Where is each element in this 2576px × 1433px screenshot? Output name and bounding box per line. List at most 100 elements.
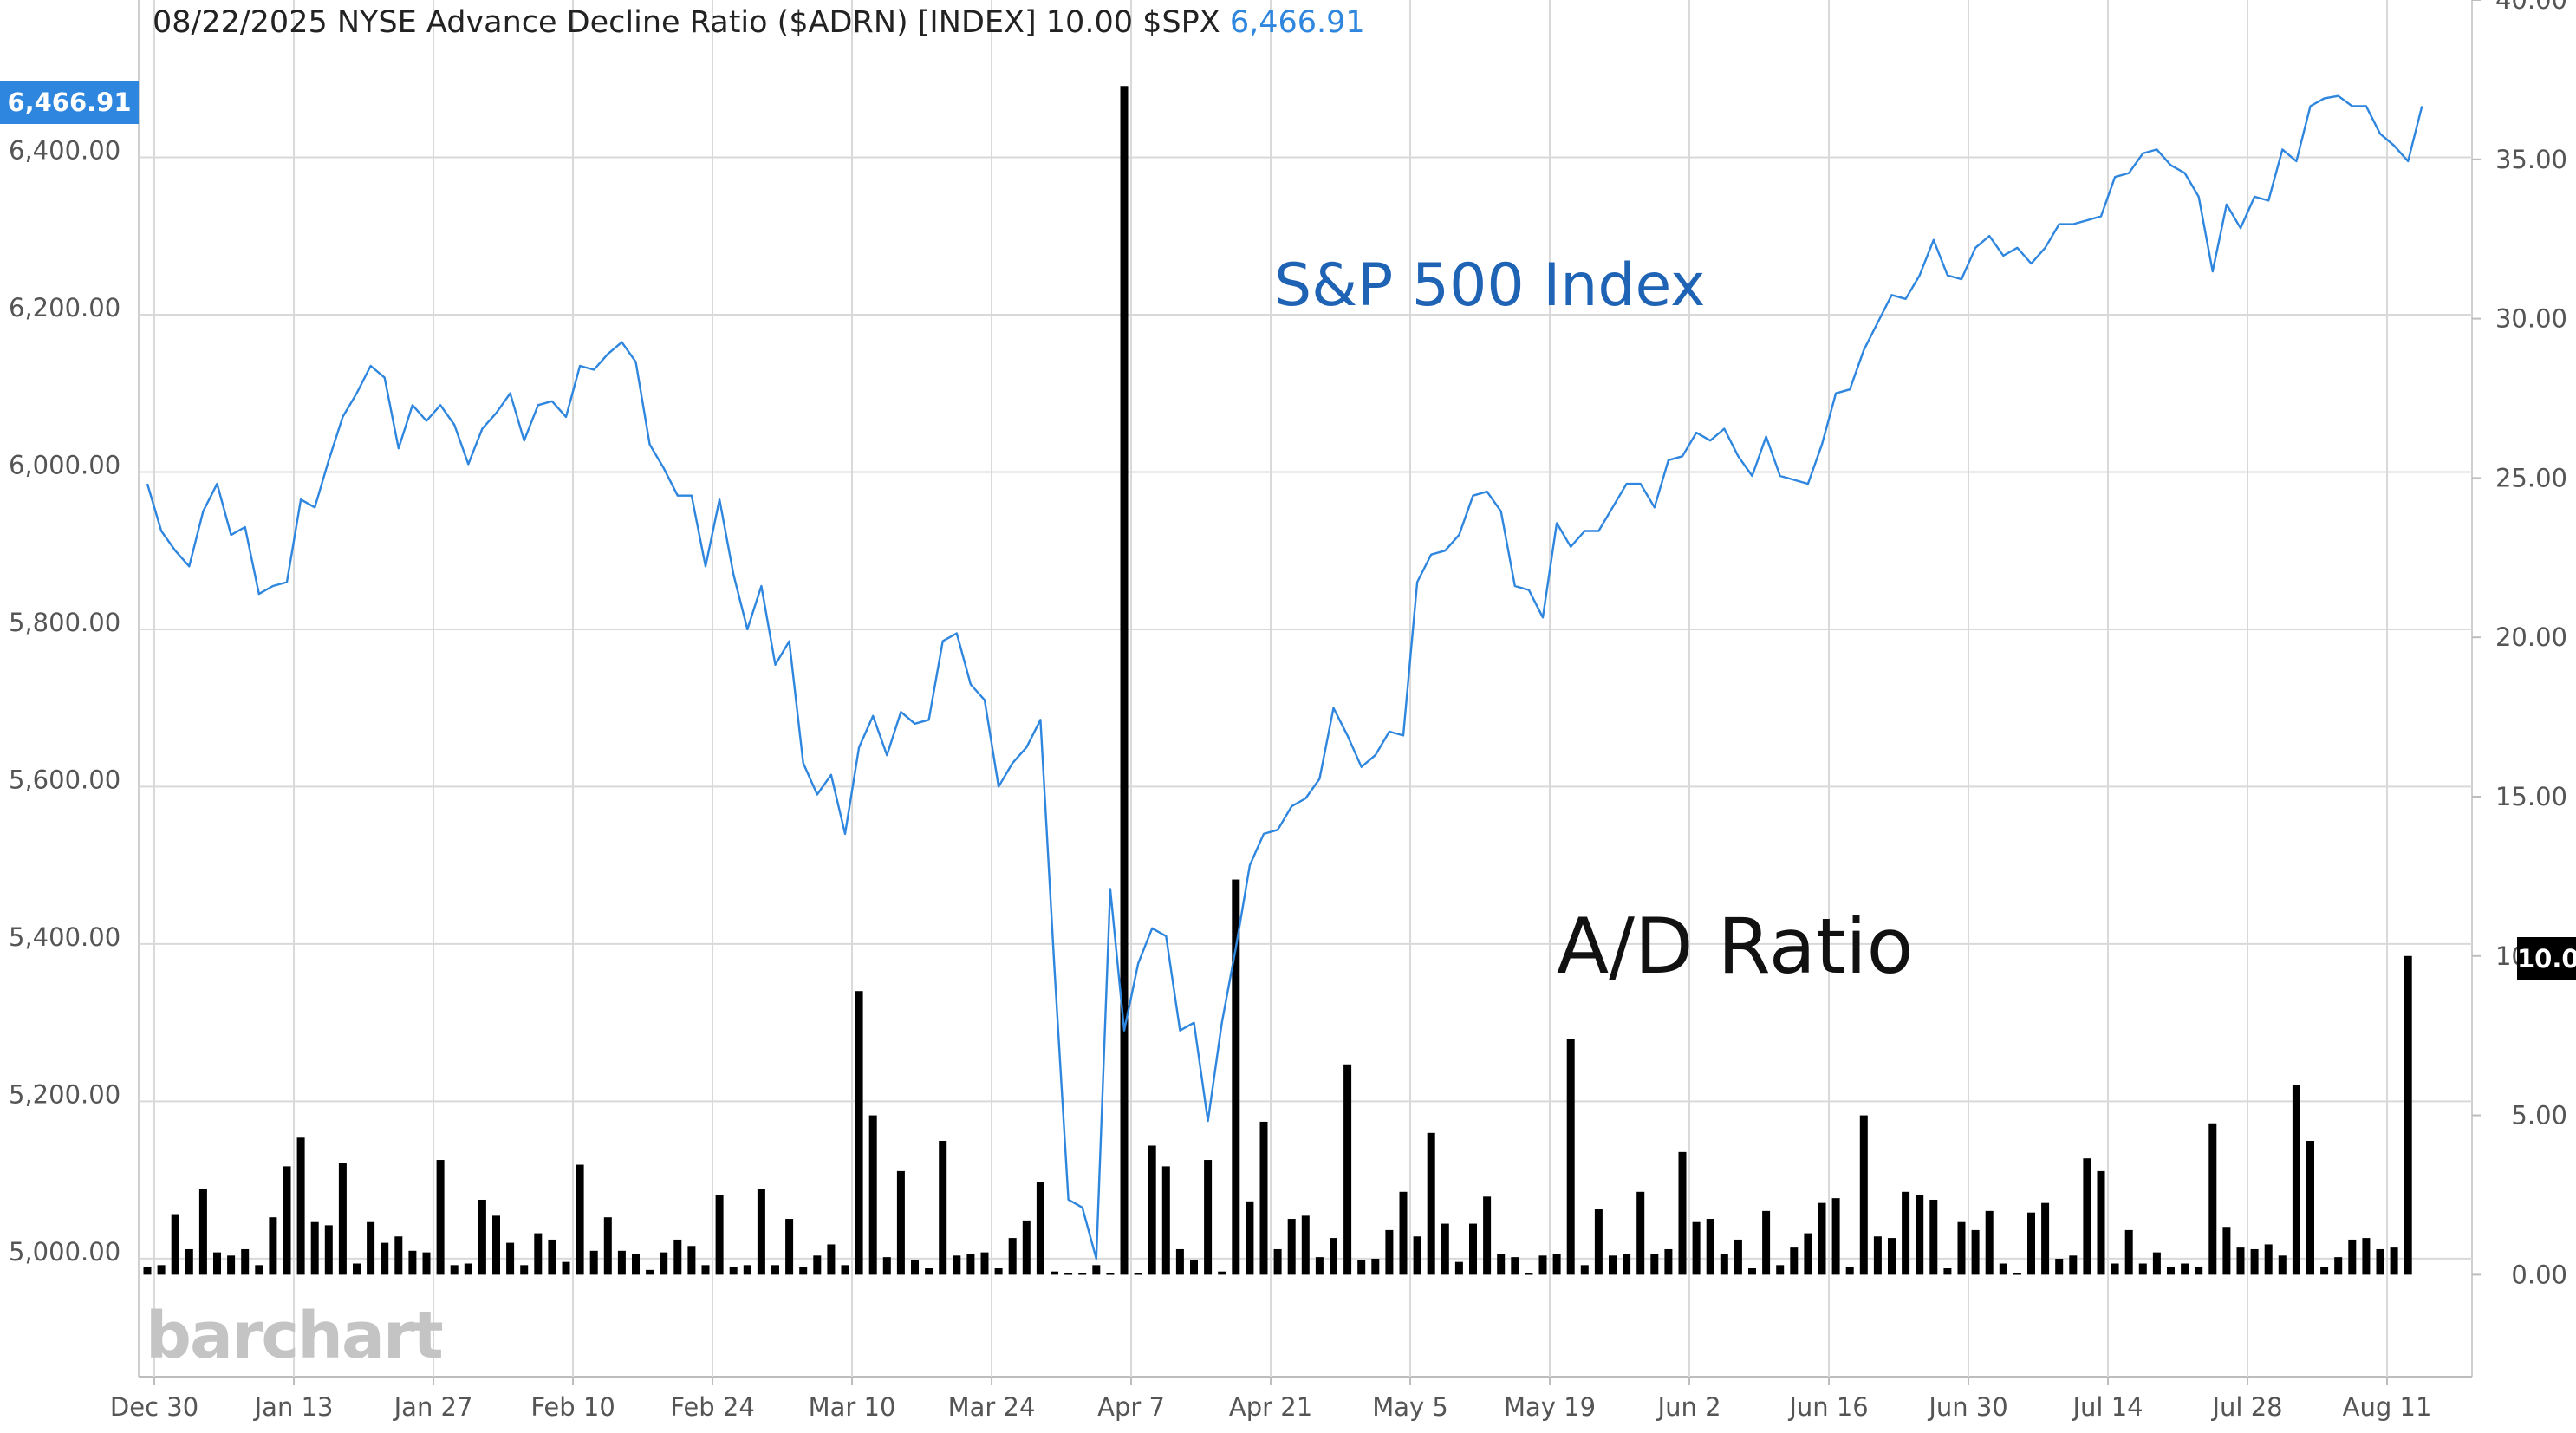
- ad-bar: [436, 1160, 445, 1275]
- ad-bar: [2055, 1258, 2064, 1275]
- ad-bar: [1971, 1229, 1980, 1275]
- x-tick-label: Apr 7: [1097, 1392, 1165, 1422]
- ad-bar: [185, 1248, 193, 1275]
- x-tick-label: Apr 21: [1229, 1392, 1312, 1422]
- ad-bar: [729, 1267, 738, 1275]
- ad-bar: [2167, 1267, 2175, 1275]
- ad-bar: [1064, 1273, 1073, 1275]
- left-tick-label: 6,200.00: [9, 293, 120, 322]
- ad-bar: [1818, 1202, 1826, 1275]
- ad-bar: [1273, 1248, 1282, 1275]
- ad-bar: [1888, 1238, 1896, 1275]
- ad-bar: [939, 1140, 947, 1275]
- ad-bar: [1692, 1221, 1701, 1275]
- ad-bar: [2236, 1247, 2245, 1275]
- right-tick-label: 25.00: [2495, 463, 2567, 492]
- ad-bar: [2404, 955, 2412, 1275]
- ad-bar: [1594, 1209, 1603, 1275]
- ad-bar: [2320, 1267, 2329, 1275]
- ad-bar: [548, 1239, 556, 1275]
- ad-bar: [576, 1164, 584, 1275]
- title-symbol: $SPX: [1142, 5, 1220, 40]
- ad-bar: [1566, 1039, 1575, 1275]
- ad-bar: [296, 1137, 305, 1275]
- ad-bar: [1497, 1254, 1506, 1275]
- ad-bar: [2069, 1255, 2078, 1275]
- ad-bar: [673, 1239, 682, 1275]
- left-tick-label: 5,000.00: [9, 1237, 120, 1267]
- ad-bar: [1287, 1219, 1296, 1275]
- ad-bar: [450, 1265, 459, 1275]
- ad-bar: [1051, 1271, 1058, 1275]
- ad-bar: [1902, 1191, 1910, 1275]
- ad-bar: [1511, 1257, 1519, 1275]
- x-tick-label: Jun 16: [1787, 1392, 1868, 1422]
- ad-bar: [2222, 1227, 2231, 1275]
- ad-bar: [198, 1189, 207, 1275]
- x-tick-label: Mar 24: [948, 1392, 1036, 1422]
- ad-bar: [1330, 1238, 1337, 1275]
- ad-bar: [2250, 1248, 2259, 1275]
- ad-bar: [2292, 1085, 2300, 1275]
- ad-bar: [1190, 1260, 1198, 1275]
- barchart-watermark: barchart: [146, 1299, 444, 1373]
- ad-bar: [492, 1215, 500, 1275]
- ad-bar: [1650, 1254, 1659, 1275]
- ad-bar: [310, 1221, 319, 1275]
- left-tick-label: 5,200.00: [9, 1079, 120, 1109]
- ad-bar: [1623, 1254, 1631, 1275]
- ad-bar: [1943, 1268, 1952, 1275]
- ad-bar: [925, 1268, 933, 1275]
- ad-bar: [213, 1252, 221, 1275]
- ad-bar: [338, 1163, 347, 1275]
- ad-bar: [1776, 1265, 1785, 1275]
- ad-bar: [478, 1199, 486, 1275]
- ad-bar: [2013, 1273, 2021, 1275]
- x-tick-label: Dec 30: [110, 1392, 198, 1422]
- ad-bar: [715, 1195, 724, 1275]
- ad-bar: [1790, 1247, 1799, 1275]
- x-tick-label: Jan 27: [393, 1392, 473, 1422]
- ad-bar: [757, 1189, 765, 1275]
- ad-bar: [1078, 1273, 1087, 1275]
- ad-bar: [464, 1263, 472, 1275]
- ad-bar: [269, 1217, 277, 1275]
- ad-bar: [1036, 1182, 1044, 1275]
- sp500-annotation: S&P 500 Index: [1274, 251, 1706, 320]
- ad-bar: [2348, 1239, 2357, 1275]
- right-tick-label: 30.00: [2495, 304, 2567, 334]
- ad-bar: [1957, 1221, 1966, 1275]
- right-tick-label: 40.00: [2495, 0, 2567, 15]
- ad-bar: [632, 1254, 640, 1275]
- ad-bar: [1580, 1265, 1589, 1275]
- ad-bar: [1106, 1273, 1115, 1275]
- ad-bar: [241, 1248, 250, 1275]
- ad-bar: [785, 1219, 794, 1275]
- ad-bar: [534, 1233, 543, 1275]
- ad-bar: [1148, 1145, 1156, 1275]
- ad-bar: [1441, 1223, 1449, 1275]
- ad-bar: [1483, 1196, 1492, 1275]
- x-tick-label: Feb 10: [530, 1392, 615, 1422]
- ad-bar: [1985, 1210, 1994, 1275]
- ad-bar: [367, 1221, 375, 1275]
- ad-bar: [1092, 1265, 1101, 1275]
- right-tick-label: 0.00: [2511, 1260, 2567, 1289]
- x-tick-label: Jul 14: [2071, 1392, 2143, 1422]
- x-tick-label: May 19: [1504, 1392, 1596, 1422]
- ad-bar: [1343, 1064, 1352, 1275]
- ad-bar: [966, 1254, 975, 1275]
- ad-bar: [1552, 1254, 1561, 1275]
- ad-bar: [646, 1269, 654, 1275]
- ad-bar: [2334, 1257, 2343, 1275]
- ad-bar: [283, 1166, 291, 1275]
- ad-bar: [1678, 1151, 1687, 1275]
- x-tick-label: Jul 28: [2210, 1392, 2282, 1422]
- ad-bar: [841, 1265, 849, 1275]
- ad-bar: [1859, 1115, 1868, 1275]
- ad-bar: [1734, 1239, 1742, 1275]
- ad-bar: [1385, 1229, 1394, 1275]
- ad-bar: [2264, 1244, 2273, 1275]
- ad-bar: [771, 1265, 779, 1275]
